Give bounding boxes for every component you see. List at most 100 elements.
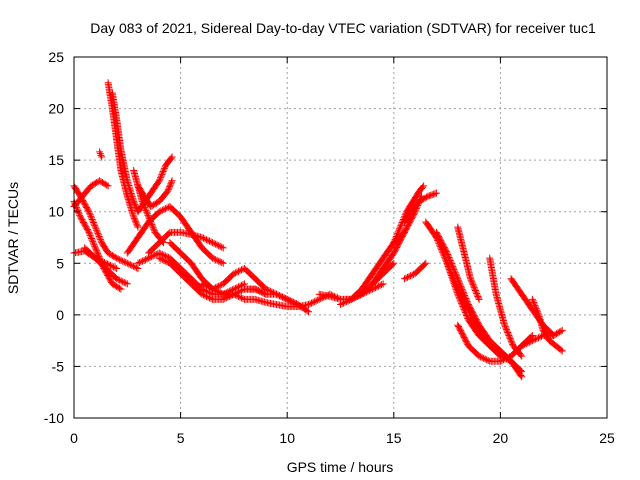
data-point [96, 236, 104, 244]
data-point [470, 284, 478, 292]
data-point [91, 244, 99, 252]
data-point [525, 338, 533, 346]
data-point [507, 336, 515, 344]
data-point [116, 256, 124, 264]
y-axis-label: SDTVAR / TECUs [5, 182, 21, 294]
data-point [201, 235, 209, 243]
data-point [454, 290, 462, 298]
data-point [122, 279, 130, 287]
data-point [86, 209, 94, 217]
data-point [422, 193, 430, 201]
data-point [213, 241, 221, 249]
data-point [236, 293, 244, 301]
data-point [103, 181, 111, 189]
data-point [257, 288, 265, 296]
data-point [87, 233, 95, 241]
data-point [463, 296, 471, 304]
data-point [450, 279, 458, 287]
data-point [239, 286, 247, 294]
data-point [446, 267, 454, 275]
data-point [84, 206, 92, 214]
data-point [152, 250, 160, 258]
data-point [496, 357, 504, 365]
data-point [452, 286, 460, 294]
data-point [134, 223, 142, 231]
data-point [168, 153, 176, 161]
data-point [110, 263, 118, 271]
data-point [470, 282, 478, 290]
data-point [231, 291, 239, 299]
data-point [309, 298, 317, 306]
data-point [274, 291, 282, 299]
data-point [419, 183, 427, 191]
series-track [108, 89, 142, 216]
data-point [135, 259, 143, 267]
data-point [88, 215, 96, 223]
data-point [373, 283, 381, 291]
data-point [522, 340, 530, 348]
data-point [432, 189, 440, 197]
series-track [81, 244, 131, 288]
data-point [524, 339, 532, 347]
data-point [212, 240, 220, 248]
data-point [446, 269, 454, 277]
data-point [98, 178, 106, 186]
data-point [98, 153, 106, 161]
data-point [87, 212, 95, 220]
data-point [528, 337, 536, 345]
data-point [93, 247, 101, 255]
data-point [501, 321, 509, 329]
data-point [503, 327, 511, 335]
data-point [120, 278, 128, 286]
data-point [142, 207, 150, 215]
data-point [212, 256, 220, 264]
data-point [107, 251, 115, 259]
data-point [504, 329, 512, 337]
data-point [390, 259, 398, 267]
data-point [471, 285, 479, 293]
data-point [528, 295, 536, 303]
data-point [504, 354, 512, 362]
data-point [463, 311, 471, 319]
data-point [555, 328, 563, 336]
data-point [92, 245, 100, 253]
data-point [85, 228, 93, 236]
data-point [314, 296, 322, 304]
data-point [530, 300, 538, 308]
data-point [95, 232, 103, 240]
data-point [288, 298, 296, 306]
data-point [407, 272, 415, 280]
data-point [132, 264, 140, 272]
data-point [96, 177, 104, 185]
series-track [400, 189, 440, 226]
data-point [402, 274, 410, 282]
data-point [155, 208, 163, 216]
data-point [467, 276, 475, 284]
data-point [213, 283, 221, 291]
data-point [199, 281, 207, 289]
data-point [375, 282, 383, 290]
data-point [108, 280, 116, 288]
data-point [303, 307, 311, 315]
data-point [199, 291, 207, 299]
data-point [113, 275, 121, 283]
data-point [215, 257, 223, 265]
data-point [468, 278, 476, 286]
data-point [119, 257, 127, 265]
x-axis-label: GPS time / hours [287, 459, 394, 475]
data-point [113, 254, 121, 262]
data-point [148, 253, 156, 261]
data-point [478, 354, 486, 362]
data-point [130, 197, 138, 205]
data-point [117, 256, 125, 264]
y-tick-label: -5 [52, 358, 65, 374]
series-track [145, 228, 227, 257]
data-point [105, 261, 113, 269]
data-point [152, 199, 160, 207]
data-point [424, 192, 432, 200]
data-point [160, 206, 168, 214]
data-point [532, 305, 540, 313]
data-point [110, 252, 118, 260]
axis-ticks: 0 5 10 15 20 25 -10 -5 0 5 10 15 20 25 [44, 49, 615, 446]
data-point [111, 264, 119, 272]
